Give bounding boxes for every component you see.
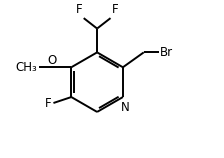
Text: F: F — [112, 3, 119, 16]
Text: Br: Br — [160, 46, 173, 59]
Text: N: N — [121, 101, 129, 114]
Text: O: O — [47, 54, 57, 67]
Text: F: F — [45, 97, 52, 109]
Text: CH₃: CH₃ — [15, 61, 37, 74]
Text: F: F — [75, 3, 82, 16]
